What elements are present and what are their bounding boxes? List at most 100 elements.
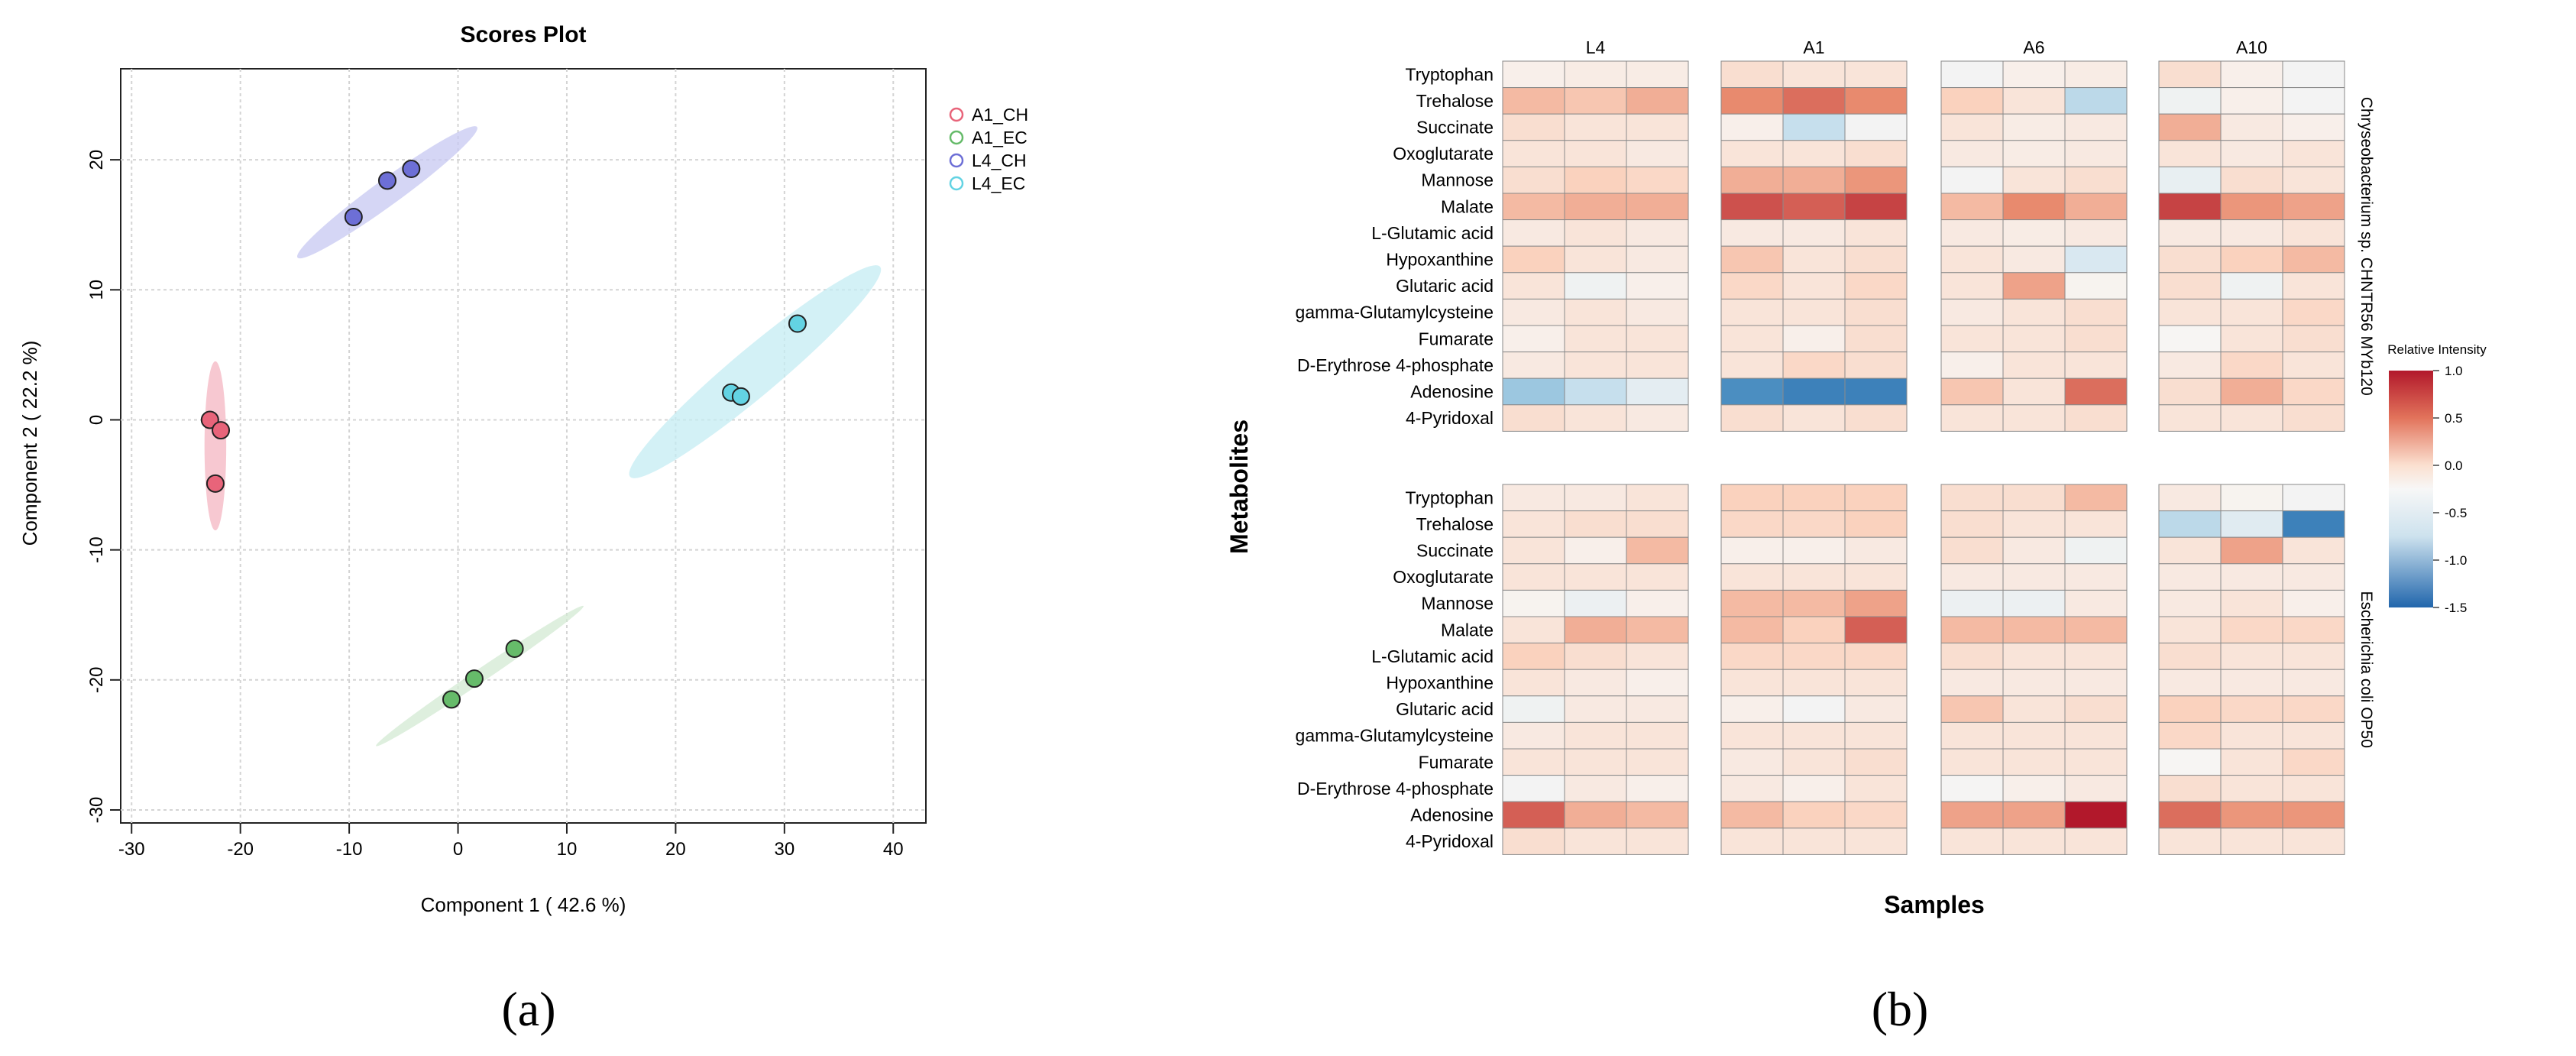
heatmap-cell bbox=[1626, 60, 1689, 89]
heatmap-cell bbox=[2220, 166, 2283, 194]
heatmap-cell bbox=[2282, 536, 2345, 565]
heatmap-color-legend: Relative Intensity 1.0 0.5 0.0 -0.5 -1.0 -1.5 bbox=[2387, 342, 2487, 615]
heatmap-cell bbox=[2158, 536, 2222, 565]
y-tick-label: 10 bbox=[86, 280, 107, 300]
heatmap-cell bbox=[1720, 589, 1784, 617]
heatmap-cell bbox=[1844, 377, 1908, 406]
heatmap-cell bbox=[1782, 669, 1846, 697]
heatmap-cell bbox=[2064, 589, 2128, 617]
heatmap-cell bbox=[2282, 484, 2345, 512]
heatmap-cell bbox=[2002, 60, 2066, 89]
heatmap-cell bbox=[1626, 325, 1689, 353]
heatmap-cell bbox=[1720, 60, 1784, 89]
heatmap-cell bbox=[2064, 721, 2128, 750]
heatmap-cell bbox=[2158, 377, 2222, 406]
heatmap-cell bbox=[2064, 828, 2128, 855]
heatmap-cell bbox=[1502, 669, 1565, 697]
scores-plot-points bbox=[200, 160, 807, 709]
legend-marker-l4-ec bbox=[949, 176, 964, 191]
heatmap-cell bbox=[1564, 404, 1627, 432]
heatmap-cell bbox=[2158, 113, 2222, 141]
metabolite-label: Succinate bbox=[1416, 541, 1493, 561]
data-point-l4-ch bbox=[377, 171, 396, 190]
heatmap-cell bbox=[1720, 87, 1784, 115]
heatmap-cell bbox=[1844, 298, 1908, 326]
y-tick-label: -30 bbox=[86, 797, 107, 824]
data-point-a1-ec bbox=[442, 690, 461, 709]
legend-tick-label: -0.5 bbox=[2445, 506, 2467, 520]
heatmap-cell bbox=[1720, 219, 1784, 247]
heatmap-cell bbox=[2064, 510, 2128, 538]
heatmap-cell bbox=[1502, 219, 1565, 247]
heatmap-cell bbox=[2220, 484, 2283, 512]
metabolite-label: Adenosine bbox=[1410, 382, 1493, 402]
heatmap-cell bbox=[2158, 325, 2222, 353]
heatmap-cell bbox=[2064, 193, 2128, 221]
metabolite-label: Oxoglutarate bbox=[1393, 567, 1493, 587]
heatmap-cell bbox=[2064, 695, 2128, 723]
legend-marker-a1-ch bbox=[949, 107, 964, 122]
heatmap-cell bbox=[1940, 87, 2004, 115]
heatmap-cell bbox=[1720, 643, 1784, 670]
heatmap-cell bbox=[1844, 245, 1908, 274]
heatmap-cell bbox=[1782, 695, 1846, 723]
heatmap-cell bbox=[1626, 113, 1689, 141]
heatmap-cell bbox=[1940, 245, 2004, 274]
heatmap-cell bbox=[2002, 377, 2066, 406]
metabolite-label: gamma-Glutamylcysteine bbox=[1296, 303, 1493, 322]
heatmap-cell bbox=[1720, 721, 1784, 750]
x-tick-label: 20 bbox=[665, 839, 686, 860]
heatmap-cell bbox=[1564, 589, 1627, 617]
heatmap-cell bbox=[1844, 113, 1908, 141]
heatmap-cell bbox=[2158, 219, 2222, 247]
heatmap-cell bbox=[1502, 775, 1565, 802]
heatmap-cell bbox=[1564, 721, 1627, 750]
metabolite-label: L-Glutamic acid bbox=[1371, 223, 1493, 243]
heatmap-cell bbox=[1564, 775, 1627, 802]
heatmap-cell bbox=[1720, 695, 1784, 723]
heatmap-cell bbox=[1782, 643, 1846, 670]
heatmap-cell bbox=[1626, 245, 1689, 274]
heatmap-cell bbox=[1940, 616, 2004, 644]
heatmap-cell bbox=[1782, 166, 1846, 194]
confidence-ellipse-l4-ec bbox=[629, 265, 882, 478]
heatmap-cell bbox=[2282, 272, 2345, 300]
heatmap-cell bbox=[1844, 87, 1908, 115]
heatmap-cell bbox=[1940, 351, 2004, 379]
heatmap-cell bbox=[1502, 298, 1565, 326]
heatmap-cell bbox=[1720, 298, 1784, 326]
heatmap-cell bbox=[1502, 113, 1565, 141]
heatmap-cell bbox=[2220, 748, 2283, 776]
heatmap-cell bbox=[1782, 325, 1846, 353]
heatmap-cell bbox=[2282, 801, 2345, 829]
heatmap-cell bbox=[1564, 87, 1627, 115]
heatmap-cell bbox=[1502, 87, 1565, 115]
heatmap-cell bbox=[2282, 166, 2345, 194]
heatmap-cell bbox=[1782, 484, 1846, 512]
heatmap-cell bbox=[2002, 140, 2066, 167]
heatmap-cell bbox=[1782, 721, 1846, 750]
heatmap-cell bbox=[2220, 828, 2283, 855]
heatmap-cell bbox=[1626, 775, 1689, 802]
heatmap-cell bbox=[2282, 721, 2345, 750]
heatmap-cell bbox=[1626, 484, 1689, 512]
heatmap-legend-ticks: 1.0 0.5 0.0 -0.5 -1.0 -1.5 bbox=[2433, 364, 2467, 615]
heatmap-legend-title: Relative Intensity bbox=[2387, 342, 2487, 357]
metabolite-label: Oxoglutarate bbox=[1393, 144, 1493, 164]
heatmap-cell bbox=[2282, 510, 2345, 538]
heatmap-cell bbox=[1564, 536, 1627, 565]
x-tick-label: -20 bbox=[227, 839, 254, 860]
legend-label: L4_CH bbox=[972, 151, 1027, 170]
metabolite-label: 4-Pyridoxal bbox=[1406, 408, 1493, 428]
x-tick-label: 30 bbox=[774, 839, 794, 860]
heatmap-cell bbox=[1940, 563, 2004, 591]
heatmap-cell bbox=[2158, 166, 2222, 194]
heatmap-cell bbox=[1782, 87, 1846, 115]
heatmap-cell bbox=[1720, 140, 1784, 167]
heatmap-cell bbox=[1626, 272, 1689, 300]
heatmap-cell bbox=[1564, 166, 1627, 194]
x-tick-label: -30 bbox=[118, 839, 145, 860]
heatmap-cell bbox=[1720, 669, 1784, 697]
heatmap-cell bbox=[1940, 404, 2004, 432]
heatmap-cell bbox=[2002, 643, 2066, 670]
